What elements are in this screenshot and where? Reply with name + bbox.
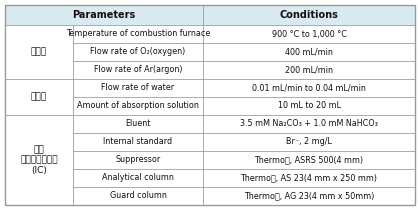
Text: 회화로: 회화로 [31, 48, 47, 57]
Bar [203, 5, 415, 25]
Text: Guard column: Guard column [110, 191, 166, 200]
Bar [5, 79, 73, 115]
Text: Eluent: Eluent [125, 119, 150, 128]
Text: Thermo사, AG 23(4 mm x 50mm): Thermo사, AG 23(4 mm x 50mm) [244, 191, 374, 200]
Text: Temperature of combustion furnace: Temperature of combustion furnace [66, 29, 210, 38]
Text: 900 °C to 1,000 °C: 900 °C to 1,000 °C [272, 29, 347, 38]
Text: Parameters: Parameters [72, 10, 135, 20]
Text: Thermo사, AS 23(4 mm x 250 mm): Thermo사, AS 23(4 mm x 250 mm) [240, 174, 377, 183]
Text: 이온
크로마토그래프
(IC): 이온 크로마토그래프 (IC) [20, 145, 58, 175]
Text: 400 mL/min: 400 mL/min [285, 48, 333, 57]
Text: Flow rate of water: Flow rate of water [102, 84, 175, 92]
Bar [5, 5, 203, 25]
Bar [203, 169, 415, 187]
Text: Flow rate of O₂(oxygen): Flow rate of O₂(oxygen) [90, 48, 186, 57]
Bar [73, 61, 203, 79]
Bar [73, 43, 203, 61]
Bar [203, 25, 415, 43]
Bar [73, 79, 203, 97]
Text: 0.01 mL/min to 0.04 mL/min: 0.01 mL/min to 0.04 mL/min [252, 84, 366, 92]
Bar [203, 133, 415, 151]
Text: 3.5 mM Na₂CO₃ + 1.0 mM NaHCO₃: 3.5 mM Na₂CO₃ + 1.0 mM NaHCO₃ [240, 119, 378, 128]
Text: Conditions: Conditions [280, 10, 339, 20]
Text: Suppressor: Suppressor [115, 156, 161, 165]
Bar [203, 61, 415, 79]
Bar [73, 97, 203, 115]
Bar [203, 43, 415, 61]
Bar [203, 115, 415, 133]
Text: Thermo사, ASRS 500(4 mm): Thermo사, ASRS 500(4 mm) [255, 156, 364, 165]
Bar [5, 25, 73, 79]
Text: Amount of absorption solution: Amount of absorption solution [77, 101, 199, 110]
Bar [73, 25, 203, 43]
Bar [73, 169, 203, 187]
Text: 10 mL to 20 mL: 10 mL to 20 mL [278, 101, 341, 110]
Text: 200 mL/min: 200 mL/min [285, 66, 333, 75]
Text: Analytical column: Analytical column [102, 174, 174, 183]
Bar [203, 187, 415, 205]
Bar [73, 151, 203, 169]
Bar [73, 115, 203, 133]
Bar [203, 97, 415, 115]
Text: Br⁻, 2 mg/L: Br⁻, 2 mg/L [286, 138, 332, 147]
Bar [73, 187, 203, 205]
Text: Flow rate of Ar(argon): Flow rate of Ar(argon) [94, 66, 182, 75]
Text: Internal standard: Internal standard [103, 138, 173, 147]
Bar [203, 79, 415, 97]
Bar [203, 151, 415, 169]
Bar [73, 133, 203, 151]
Bar [5, 115, 73, 205]
Text: 흥수액: 흥수액 [31, 92, 47, 101]
